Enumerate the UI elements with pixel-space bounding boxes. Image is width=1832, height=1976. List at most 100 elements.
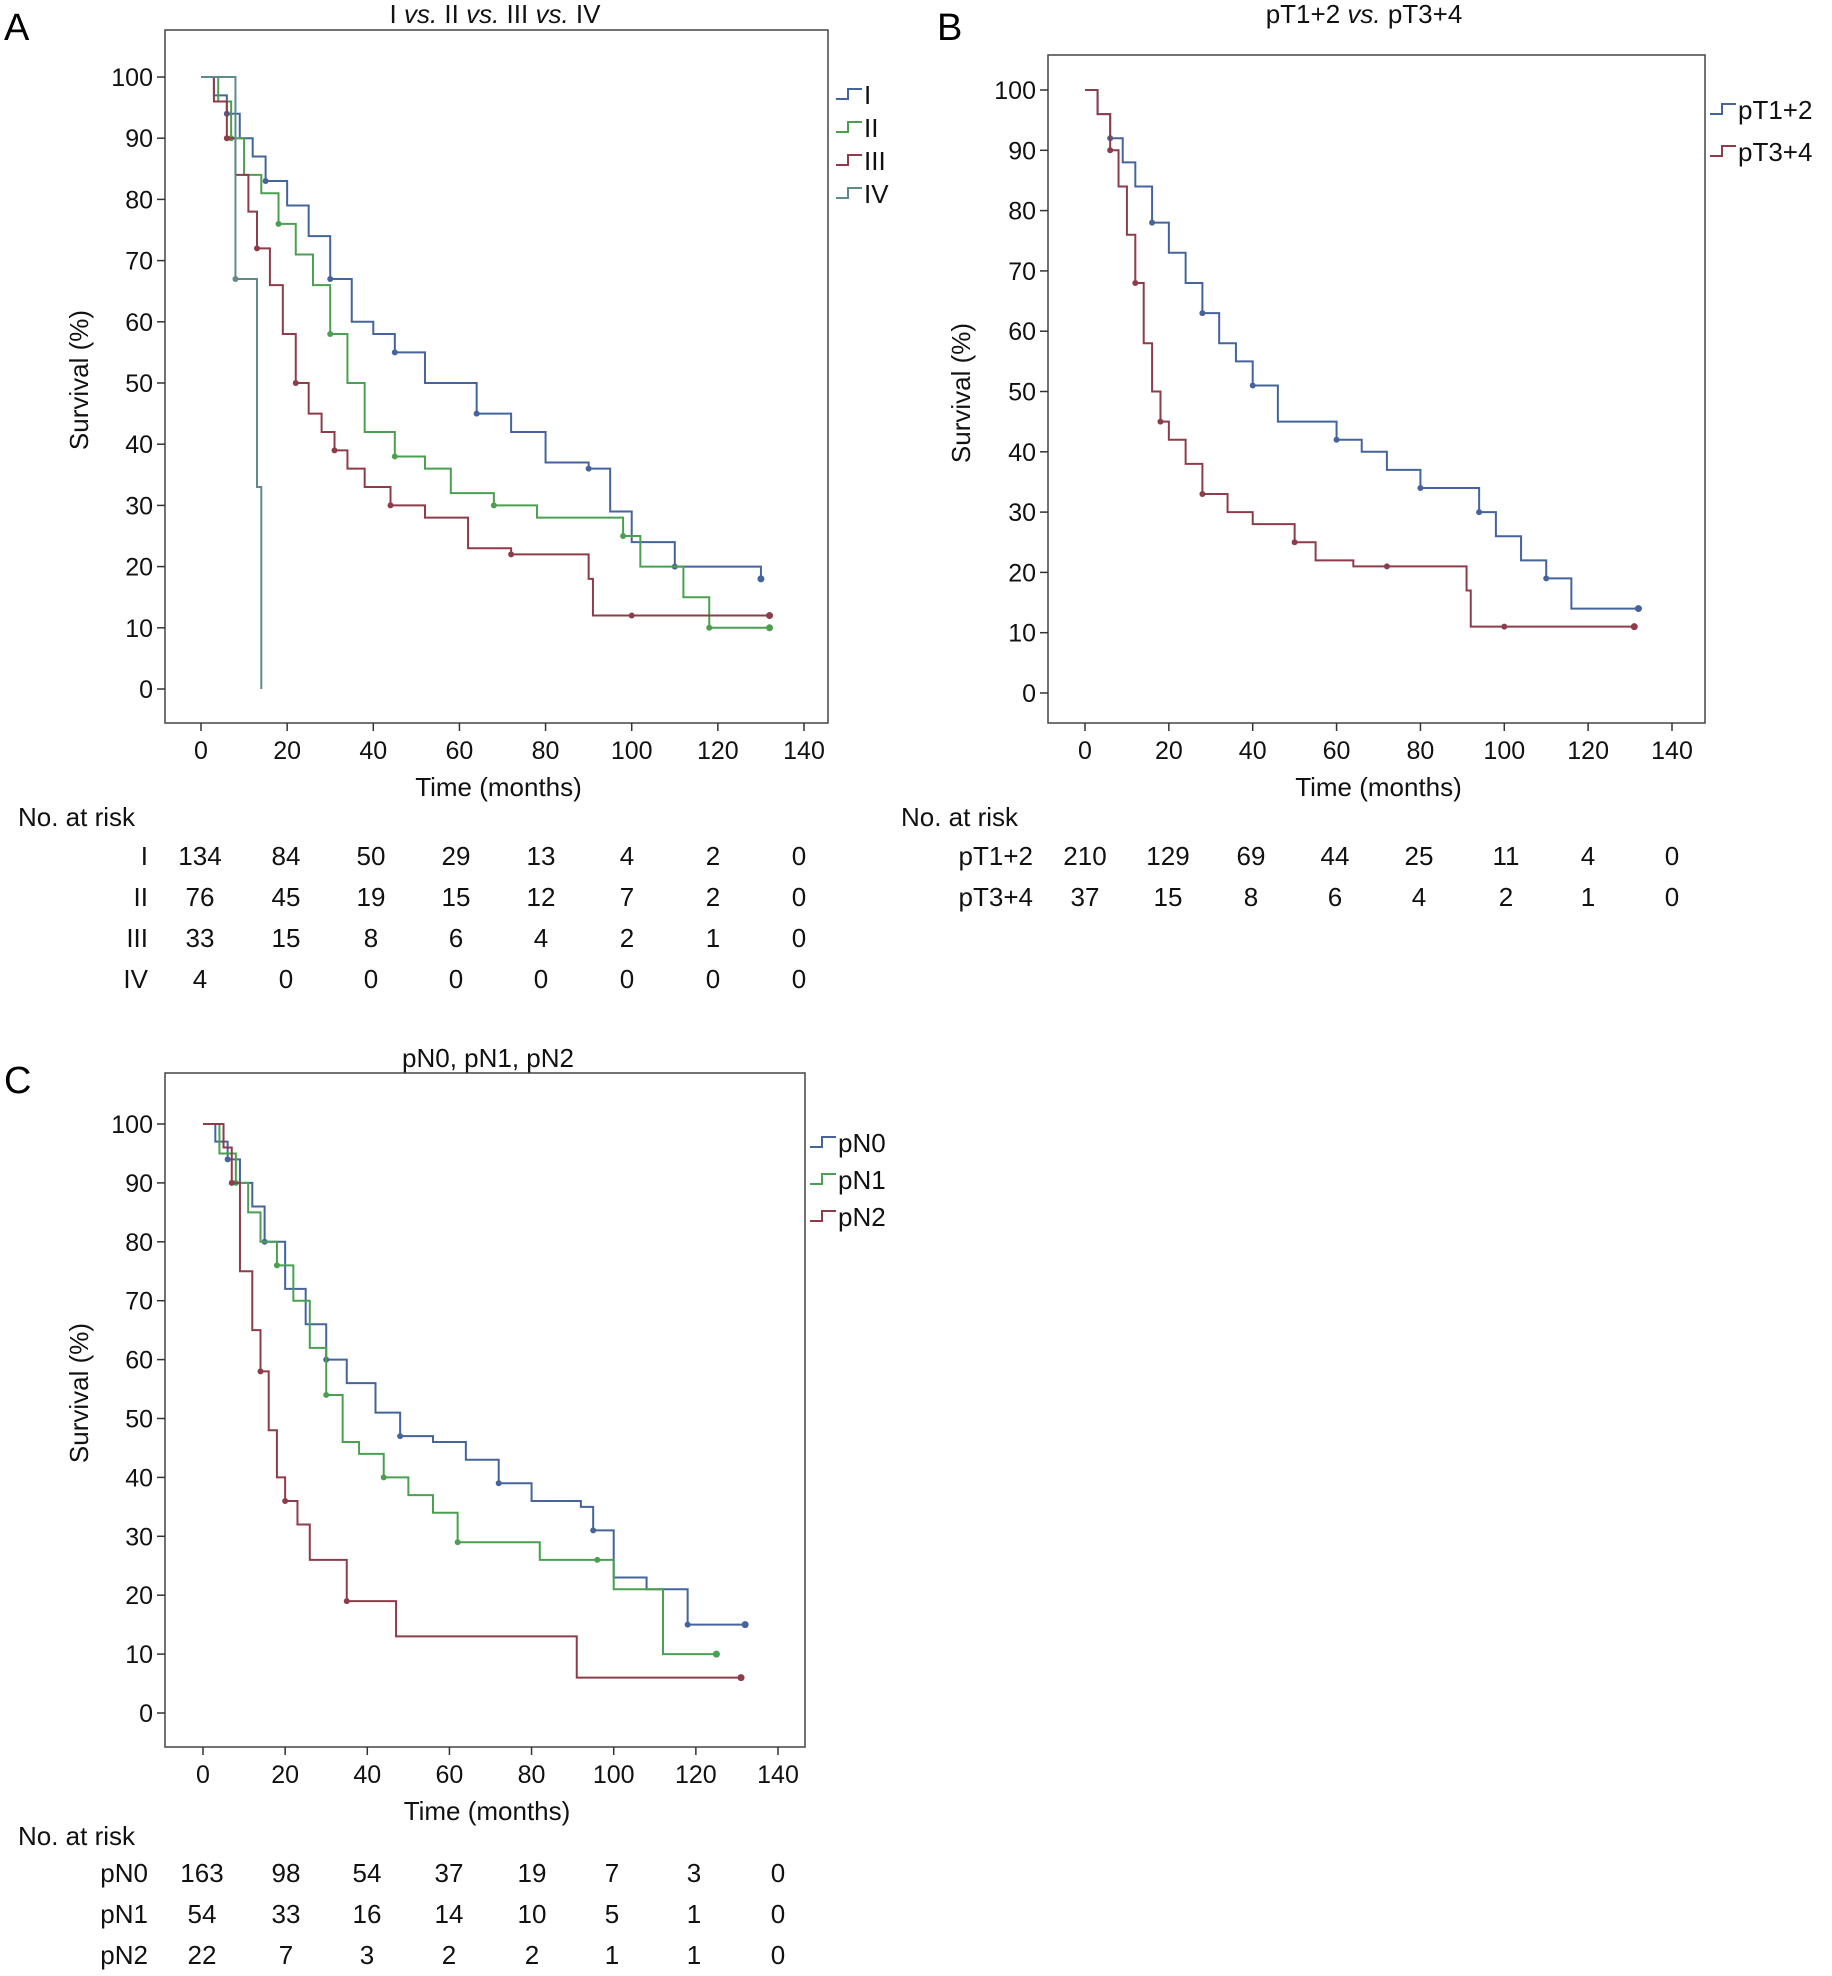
panel-c-legend-label: pN2 [838, 1202, 886, 1232]
panel-c-risk-header: No. at risk [18, 1821, 136, 1851]
panel-b-risk-count: 0 [1665, 841, 1679, 871]
panel-a-x-tick-label: 60 [446, 737, 474, 765]
panel-b-risk-count: 129 [1146, 841, 1189, 871]
panel-b-y-tick-label: 50 [1008, 379, 1036, 407]
panel-a-censor-mark [766, 624, 774, 632]
panel-a-y-tick-label: 60 [125, 309, 153, 337]
panel-b-censor-mark [1543, 575, 1550, 582]
panel-b-y-tick-label: 30 [1008, 499, 1036, 527]
panel-c-censor-mark [228, 1179, 235, 1186]
panel-a-legend-label: IV [864, 179, 889, 209]
panel-a-series-iv-line [201, 76, 263, 689]
panel-b-censor-mark [1476, 509, 1483, 516]
panel-a-legend-label: I [864, 80, 871, 110]
panel-a-risk-count: 6 [449, 923, 463, 953]
panel-b-y-tick-label: 100 [994, 77, 1036, 105]
panel-a-letter: A [4, 7, 30, 49]
panel-c-censor-mark [737, 1674, 745, 1682]
panel-b-censor-mark [1149, 219, 1156, 226]
panel-b-risk-count: 4 [1581, 841, 1595, 871]
panel-c-y-axis-label: Survival (%) [64, 1323, 94, 1463]
panel-a-censor-mark [331, 447, 338, 454]
panel-c-y-tick-label: 0 [139, 1700, 153, 1728]
panel-c-risk-count: 54 [353, 1858, 382, 1888]
panel-b-y-tick-label: 20 [1008, 559, 1036, 587]
panel-a-y-tick-label: 30 [125, 492, 153, 520]
panel-c-censor-mark [741, 1621, 749, 1629]
panel-c-censor-mark [224, 1156, 231, 1163]
panel-b-risk-header: No. at risk [901, 802, 1019, 832]
panel-b-risk-count: 6 [1328, 882, 1342, 912]
panel-b-letter: B [937, 7, 962, 49]
panel-c-risk-count: 54 [188, 1899, 217, 1929]
panel-a-x-tick-label: 20 [273, 737, 301, 765]
panel-c-risk-count: 5 [605, 1899, 619, 1929]
panel-b-title-part: pT3+4 [1381, 0, 1463, 29]
panel-b-x-tick-label: 120 [1567, 737, 1609, 765]
panel-c-plot-frame [164, 1072, 806, 1748]
panel-b-x-tick-label: 100 [1483, 737, 1525, 765]
panel-b-risk-count: 25 [1405, 841, 1434, 871]
panel-a-y-tick-label: 10 [125, 615, 153, 643]
panel-c-legend-label: pN0 [838, 1128, 886, 1158]
panel-a-risk-count: 4 [193, 964, 207, 994]
panel-a-y-tick-label: 80 [125, 186, 153, 214]
panel-a-risk-count: 0 [449, 964, 463, 994]
panel-c-risk-count: 98 [272, 1858, 301, 1888]
panel-a-risk-count: 0 [792, 923, 806, 953]
panel-a-risk-count: 0 [706, 964, 720, 994]
panel-a-title-part: vs. [535, 0, 568, 29]
panel-b-legend-swatch [1710, 103, 1736, 115]
panel-a-x-tick-label: 80 [532, 737, 560, 765]
panel-a-plot-frame [164, 29, 829, 724]
panel-b-risk-group-label: pT3+4 [959, 882, 1033, 912]
panel-a-y-tick-label: 90 [125, 125, 153, 153]
panel-a-risk-count: 2 [706, 841, 720, 871]
panel-c-y-tick-label: 70 [125, 1288, 153, 1316]
panel-a-censor-mark [391, 453, 398, 460]
panel-b-risk-count: 210 [1063, 841, 1106, 871]
panel-c-risk-count: 14 [435, 1899, 464, 1929]
panel-c-legend-swatch [810, 1136, 836, 1148]
panel-a-censor-mark [223, 135, 230, 142]
panel-a-y-tick-label: 20 [125, 554, 153, 582]
panel-c-x-tick-label: 20 [271, 1761, 299, 1789]
panel-b-plot-frame [1047, 54, 1706, 724]
panel-a-risk-group-label: IV [123, 964, 148, 994]
panel-b-risk-count: 0 [1665, 882, 1679, 912]
panel-c-x-tick-label: 40 [353, 1761, 381, 1789]
panel-b-censor-mark [1291, 539, 1298, 546]
panel-a-risk-count: 0 [279, 964, 293, 994]
panel-a-y-axis-label: Survival (%) [64, 310, 94, 450]
panel-c-y-tick-label: 40 [125, 1464, 153, 1492]
panel-b-censor-mark [1199, 310, 1206, 317]
panel-b-censor-mark [1132, 279, 1139, 286]
panel-c-y-tick-label: 10 [125, 1641, 153, 1669]
panel-b-censor-mark [1199, 491, 1206, 498]
panel-c-title: pN0, pN1, pN2 [402, 1043, 574, 1073]
panel-a-legend-swatch [836, 88, 862, 100]
panel-c-x-axis-label: Time (months) [404, 1796, 571, 1826]
panel-c-censor-mark [594, 1556, 601, 1563]
panel-c-censor-mark [282, 1497, 289, 1504]
panel-c-censor-mark [712, 1650, 720, 1658]
panel-a-x-tick-label: 140 [783, 737, 825, 765]
panel-a-censor-mark [490, 502, 497, 509]
panel-b-risk-count: 2 [1499, 882, 1513, 912]
panel-b-x-tick-label: 140 [1651, 737, 1693, 765]
panel-a-censor-mark [706, 624, 713, 631]
panel-a-title-part: vs. [404, 0, 437, 29]
panel-c-x-tick-label: 0 [196, 1761, 210, 1789]
panel-b-censor-mark [1333, 436, 1340, 443]
panel-b-risk-count: 1 [1581, 882, 1595, 912]
panel-c-x-tick-label: 60 [436, 1761, 464, 1789]
panel-a-censor-mark [275, 220, 282, 227]
panel-b-censor-mark [1249, 382, 1256, 389]
panel-c-censor-mark [684, 1621, 691, 1628]
panel-c-censor-mark [273, 1262, 280, 1269]
panel-c-risk-count: 0 [771, 1858, 785, 1888]
panel-a-risk-count: 0 [534, 964, 548, 994]
panel-c-y-tick-label: 80 [125, 1229, 153, 1257]
panel-b-censor-mark [1634, 605, 1642, 613]
